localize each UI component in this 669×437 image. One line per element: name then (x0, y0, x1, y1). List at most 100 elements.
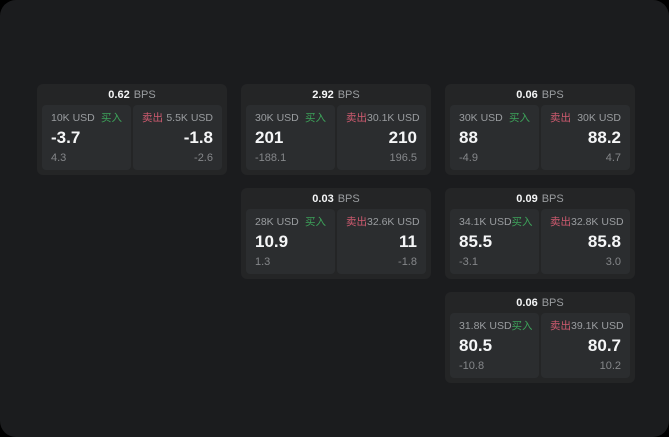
bps-unit-label: BPS (133, 88, 156, 101)
buy-panel[interactable]: 31.8K USD 买入 80.5 -10.8 (450, 313, 539, 378)
sell-sub-value: -1.8 (398, 256, 417, 268)
sell-side-label: 卖出 (142, 112, 163, 124)
sell-panel-header: 卖出 30K USD (550, 112, 621, 124)
buy-side-label: 买入 (511, 320, 533, 332)
sell-panel-header: 卖出 32.6K USD (346, 216, 420, 228)
buy-sub-value: 4.3 (51, 152, 67, 164)
buy-sub-value: -10.8 (459, 360, 485, 372)
sell-panel[interactable]: 卖出 30K USD 88.2 4.7 (541, 105, 630, 170)
sell-price: 88.2 (587, 128, 621, 147)
quote-card: 2.92 BPS 30K USD 买入 201 -188.1 卖出 30.1K … (241, 84, 431, 175)
bps-unit-label: BPS (337, 88, 360, 101)
buy-panel[interactable]: 30K USD 买入 88 -4.9 (450, 105, 539, 170)
buy-price: 201 (255, 128, 284, 147)
card-header: 0.62 BPS (42, 84, 222, 105)
buy-side-label: 买入 (305, 216, 326, 228)
sell-sub-value: 10.2 (599, 360, 621, 372)
sell-amount: 39.1K USD (571, 320, 624, 332)
bps-value: 0.06 (516, 296, 538, 309)
buy-side-label: 买入 (101, 112, 122, 124)
card-header: 0.06 BPS (450, 292, 630, 313)
buy-amount: 31.8K USD (459, 320, 512, 332)
sell-price: 80.7 (587, 336, 621, 355)
buy-panel-header: 28K USD 买入 (255, 216, 326, 228)
sell-price: 210 (388, 128, 417, 147)
buy-sub-value: -4.9 (459, 152, 478, 164)
buy-panel-header: 34.1K USD 买入 (459, 216, 533, 228)
card-header: 0.09 BPS (450, 188, 630, 209)
bps-unit-label: BPS (541, 192, 564, 205)
card-header: 2.92 BPS (246, 84, 426, 105)
buy-price: 88 (459, 128, 478, 147)
buy-panel-header: 30K USD 买入 (459, 112, 530, 124)
sell-panel-header: 卖出 5.5K USD (142, 112, 213, 124)
quote-panels: 10K USD 买入 -3.7 4.3 卖出 5.5K USD -1.8 -2.… (42, 105, 222, 170)
sell-sub-value: -2.6 (194, 152, 213, 164)
buy-panel[interactable]: 34.1K USD 买入 85.5 -3.1 (450, 209, 539, 274)
quote-panels: 31.8K USD 买入 80.5 -10.8 卖出 39.1K USD 80.… (450, 313, 630, 378)
sell-amount: 30K USD (577, 112, 621, 124)
buy-price: 10.9 (255, 232, 289, 251)
quote-panels: 28K USD 买入 10.9 1.3 卖出 32.6K USD 11 -1.8 (246, 209, 426, 274)
quote-card: 0.06 BPS 31.8K USD 买入 80.5 -10.8 卖出 39.1… (445, 292, 635, 383)
sell-sub-value: 196.5 (389, 152, 417, 164)
bps-value: 0.62 (108, 88, 130, 101)
sell-panel[interactable]: 卖出 30.1K USD 210 196.5 (337, 105, 426, 170)
buy-amount: 34.1K USD (459, 216, 512, 228)
buy-price: -3.7 (51, 128, 81, 147)
sell-panel-header: 卖出 30.1K USD (346, 112, 420, 124)
sell-amount: 30.1K USD (367, 112, 420, 124)
buy-amount: 30K USD (459, 112, 503, 124)
buy-side-label: 买入 (511, 216, 533, 228)
sell-price: 11 (399, 232, 417, 251)
quote-panels: 34.1K USD 买入 85.5 -3.1 卖出 32.8K USD 85.8… (450, 209, 630, 274)
quote-card: 0.03 BPS 28K USD 买入 10.9 1.3 卖出 32.6K US… (241, 188, 431, 279)
sell-panel[interactable]: 卖出 32.6K USD 11 -1.8 (337, 209, 426, 274)
buy-amount: 10K USD (51, 112, 95, 124)
bps-unit-label: BPS (541, 296, 564, 309)
sell-panel[interactable]: 卖出 39.1K USD 80.7 10.2 (541, 313, 630, 378)
buy-panel-header: 31.8K USD 买入 (459, 320, 533, 332)
sell-side-label: 卖出 (346, 112, 367, 124)
buy-side-label: 买入 (305, 112, 326, 124)
sell-price: 85.8 (587, 232, 621, 251)
quotes-grid: 0.62 BPS 10K USD 买入 -3.7 4.3 卖出 5.5K USD… (37, 84, 635, 383)
buy-panel[interactable]: 10K USD 买入 -3.7 4.3 (42, 105, 131, 170)
sell-sub-value: 4.7 (605, 152, 621, 164)
bps-unit-label: BPS (541, 88, 564, 101)
buy-amount: 30K USD (255, 112, 299, 124)
sell-amount: 5.5K USD (166, 112, 213, 124)
quote-card: 0.62 BPS 10K USD 买入 -3.7 4.3 卖出 5.5K USD… (37, 84, 227, 175)
sell-amount: 32.6K USD (367, 216, 420, 228)
sell-panel-header: 卖出 32.8K USD (550, 216, 624, 228)
buy-side-label: 买入 (509, 112, 530, 124)
bps-value: 0.03 (312, 192, 334, 205)
buy-amount: 28K USD (255, 216, 299, 228)
buy-panel[interactable]: 28K USD 买入 10.9 1.3 (246, 209, 335, 274)
sell-amount: 32.8K USD (571, 216, 624, 228)
buy-sub-value: -3.1 (459, 256, 478, 268)
sell-panel[interactable]: 卖出 5.5K USD -1.8 -2.6 (133, 105, 222, 170)
sell-sub-value: 3.0 (605, 256, 621, 268)
sell-panel-header: 卖出 39.1K USD (550, 320, 624, 332)
bps-unit-label: BPS (337, 192, 360, 205)
bps-value: 2.92 (312, 88, 334, 101)
sell-side-label: 卖出 (346, 216, 367, 228)
buy-panel-header: 10K USD 买入 (51, 112, 122, 124)
buy-sub-value: -188.1 (255, 152, 287, 164)
card-header: 0.03 BPS (246, 188, 426, 209)
quote-panels: 30K USD 买入 88 -4.9 卖出 30K USD 88.2 4.7 (450, 105, 630, 170)
buy-sub-value: 1.3 (255, 256, 271, 268)
quote-card: 0.06 BPS 30K USD 买入 88 -4.9 卖出 30K USD 8… (445, 84, 635, 175)
sell-panel[interactable]: 卖出 32.8K USD 85.8 3.0 (541, 209, 630, 274)
buy-panel[interactable]: 30K USD 买入 201 -188.1 (246, 105, 335, 170)
buy-price: 80.5 (459, 336, 493, 355)
bps-value: 0.06 (516, 88, 538, 101)
sell-side-label: 卖出 (550, 320, 571, 332)
buy-panel-header: 30K USD 买入 (255, 112, 326, 124)
sell-side-label: 卖出 (550, 112, 571, 124)
buy-price: 85.5 (459, 232, 493, 251)
bps-value: 0.09 (516, 192, 538, 205)
card-header: 0.06 BPS (450, 84, 630, 105)
